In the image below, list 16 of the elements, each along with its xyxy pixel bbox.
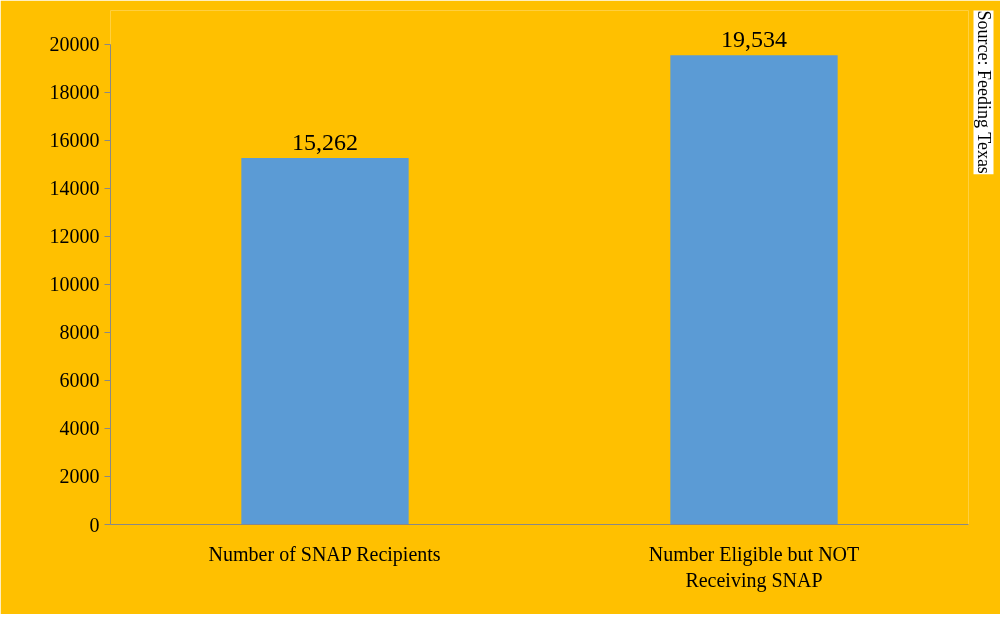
y-tick-label: 18000: [49, 81, 100, 104]
x-tick-label: Number of SNAP Recipients: [208, 542, 441, 566]
y-tick-label: 14000: [49, 177, 100, 200]
y-tick-label: 6000: [59, 369, 100, 392]
y-tick-label: 20000: [49, 33, 100, 56]
y-tick-label: 0: [89, 513, 100, 536]
x-tick-label: Number Eligible but NOT Receiving SNAP: [648, 542, 860, 592]
y-tick-label: 8000: [59, 321, 100, 344]
y-tick-label: 2000: [59, 465, 100, 488]
data-label: 15,262: [292, 128, 358, 155]
y-tick-label: 12000: [49, 225, 100, 248]
y-tick-label: 4000: [59, 417, 100, 440]
source-note: Source: Feeding Texas: [973, 10, 994, 174]
y-tick-label: 10000: [49, 273, 100, 296]
y-tick-label: 16000: [49, 129, 100, 152]
data-label: 19,534: [721, 26, 787, 53]
